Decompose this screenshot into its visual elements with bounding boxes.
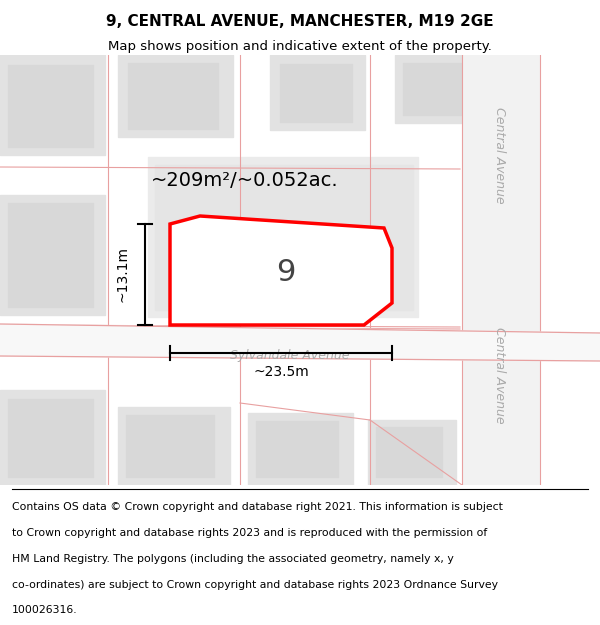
Bar — [280, 64, 352, 122]
Bar — [403, 63, 463, 115]
Text: 100026316.: 100026316. — [12, 606, 77, 616]
Bar — [118, 407, 230, 485]
Bar — [0, 390, 105, 485]
Text: ~23.5m: ~23.5m — [253, 365, 309, 379]
Bar — [8, 65, 93, 147]
Text: Central Avenue: Central Avenue — [493, 327, 506, 423]
Bar — [0, 195, 105, 315]
Text: HM Land Registry. The polygons (including the associated geometry, namely x, y: HM Land Registry. The polygons (includin… — [12, 554, 454, 564]
Text: Contains OS data © Crown copyright and database right 2021. This information is : Contains OS data © Crown copyright and d… — [12, 502, 503, 512]
Text: ~13.1m: ~13.1m — [116, 246, 130, 302]
Bar — [118, 55, 233, 137]
Bar — [128, 63, 218, 129]
Bar — [155, 165, 413, 310]
Text: co-ordinates) are subject to Crown copyright and database rights 2023 Ordnance S: co-ordinates) are subject to Crown copyr… — [12, 579, 498, 589]
Bar — [148, 157, 418, 317]
Text: 9, CENTRAL AVENUE, MANCHESTER, M19 2GE: 9, CENTRAL AVENUE, MANCHESTER, M19 2GE — [106, 14, 494, 29]
Polygon shape — [170, 216, 392, 325]
Bar — [8, 203, 93, 307]
Bar — [270, 55, 365, 130]
Text: Central Avenue: Central Avenue — [493, 107, 506, 203]
Text: ~209m²/~0.052ac.: ~209m²/~0.052ac. — [151, 171, 339, 189]
Bar — [8, 399, 93, 477]
Text: Map shows position and indicative extent of the property.: Map shows position and indicative extent… — [108, 39, 492, 52]
Bar — [0, 55, 105, 155]
Text: to Crown copyright and database rights 2023 and is reproduced with the permissio: to Crown copyright and database rights 2… — [12, 528, 487, 538]
Text: Sylvandale Avenue: Sylvandale Avenue — [230, 349, 350, 361]
Bar — [376, 427, 442, 477]
Bar — [368, 420, 456, 485]
Bar — [395, 55, 475, 123]
Bar — [126, 415, 214, 477]
Polygon shape — [462, 55, 540, 485]
Bar — [248, 413, 353, 485]
Text: 9: 9 — [277, 258, 296, 287]
Bar — [256, 421, 338, 477]
